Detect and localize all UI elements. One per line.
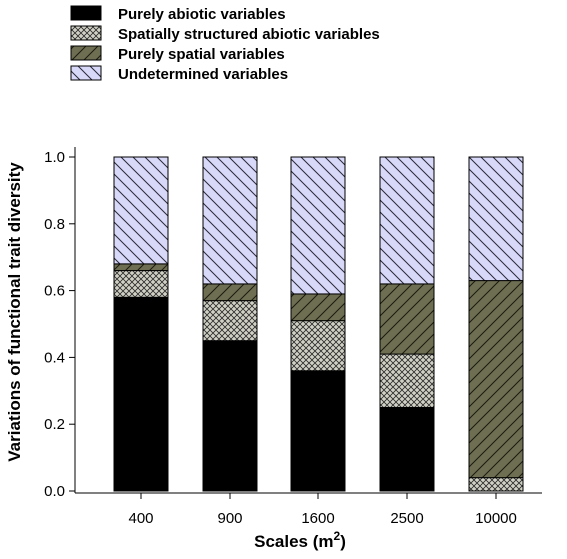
y-ticks-group: 0.0 0.2 0.4 0.6 0.8 1.0 <box>44 149 75 500</box>
bar-segment-abiotic-1600 <box>290 370 346 492</box>
bar-segment-undetermined-400 <box>113 156 169 265</box>
x-tick-label: 1600 <box>301 510 334 527</box>
bar-segment-structured-2500 <box>379 353 435 408</box>
legend-swatch-undetermined <box>70 65 102 81</box>
x-tick-label: 900 <box>217 510 242 527</box>
x-tick-label: 2500 <box>390 510 423 527</box>
bar-segment-abiotic-900 <box>202 340 258 492</box>
bar-segment-structured-400 <box>113 270 169 298</box>
x-ticks-group: 400 900 1600 2500 10000 <box>128 493 517 527</box>
bar-segment-abiotic-2500 <box>379 407 435 492</box>
bar-segment-undetermined-1600 <box>290 156 346 295</box>
bar-segment-undetermined-2500 <box>379 156 435 285</box>
y-tick-label: 0.4 <box>44 349 65 366</box>
legend-label-structured: Spatially structured abiotic variables <box>118 26 380 43</box>
legend-label-abiotic: Purely abiotic variables <box>118 6 286 23</box>
bar-segment-spatial-1600 <box>290 293 346 322</box>
legend-label-undetermined: Undetermined variables <box>118 66 288 83</box>
bar-segment-abiotic-400 <box>113 296 169 492</box>
y-axis-title: Variations of functional trait diversity <box>5 162 24 462</box>
bar-segment-structured-900 <box>202 300 258 342</box>
x-tick-label: 400 <box>128 510 153 527</box>
bar-segment-spatial-900 <box>202 283 258 302</box>
y-tick-label: 0.6 <box>44 283 65 300</box>
bar-segment-undetermined-10000 <box>468 156 524 282</box>
bars-group <box>113 156 524 492</box>
bar-segment-undetermined-900 <box>202 156 258 285</box>
y-tick-label: 0.0 <box>44 483 65 500</box>
y-tick-label: 0.8 <box>44 216 65 233</box>
legend: Purely abiotic variables Spatially struc… <box>70 5 380 83</box>
y-tick-label: 1.0 <box>44 149 65 166</box>
bar-segment-structured-10000 <box>468 477 524 492</box>
bar-segment-spatial-2500 <box>379 283 435 355</box>
bar-segment-structured-1600 <box>290 320 346 372</box>
legend-swatch-spatial <box>70 45 102 61</box>
x-tick-label: 10000 <box>475 510 517 527</box>
legend-label-spatial: Purely spatial variables <box>118 46 285 63</box>
legend-item-abiotic: Purely abiotic variables <box>70 5 286 23</box>
y-tick-label: 0.2 <box>44 416 65 433</box>
bar-segment-spatial-10000 <box>468 280 524 479</box>
legend-item-undetermined: Undetermined variables <box>70 65 288 83</box>
legend-swatch-abiotic <box>70 5 102 21</box>
bar-segment-spatial-400 <box>113 263 169 272</box>
legend-swatch-structured <box>70 25 102 41</box>
legend-item-structured: Spatially structured abiotic variables <box>70 25 380 43</box>
legend-item-spatial: Purely spatial variables <box>70 45 285 63</box>
x-axis-title: Scales (m2) <box>254 529 346 551</box>
